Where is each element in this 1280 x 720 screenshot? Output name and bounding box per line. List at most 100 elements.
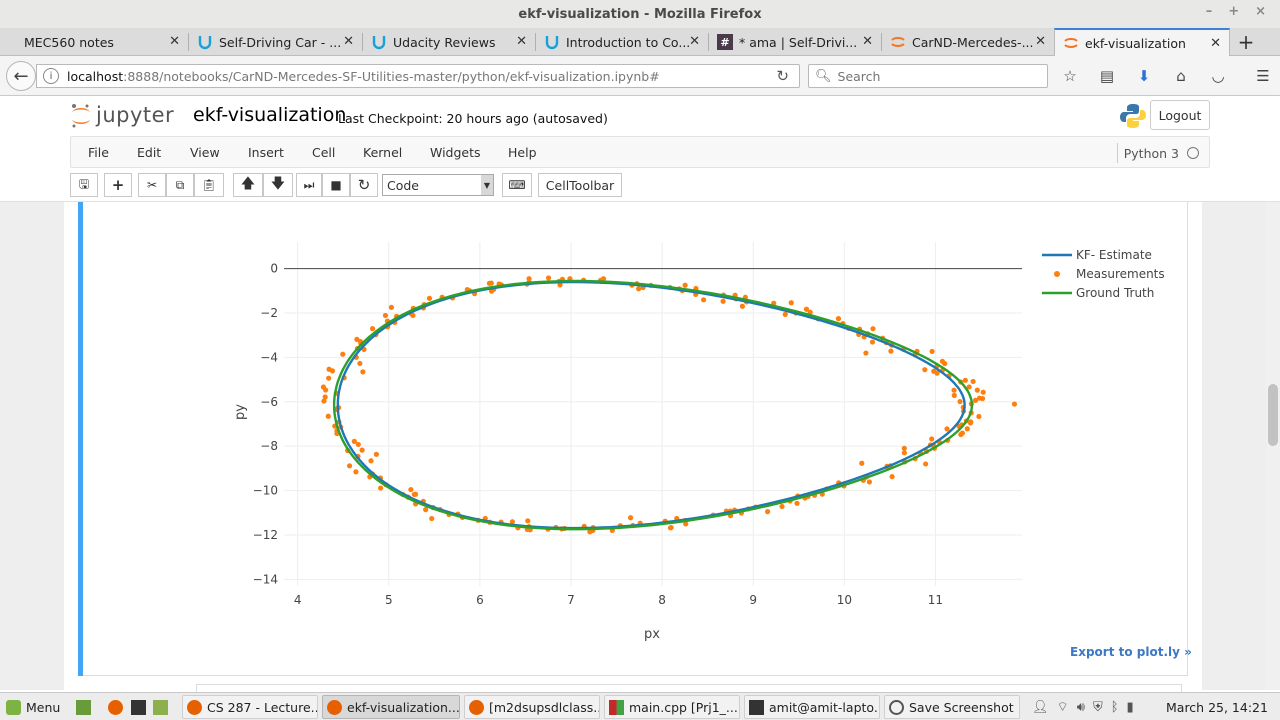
- maximize-icon[interactable]: +: [1228, 4, 1240, 19]
- taskbar-item-ekf-visualization[interactable]: ekf-visualization...: [322, 695, 460, 719]
- restart-button[interactable]: ↻: [350, 173, 378, 197]
- menu-view[interactable]: View: [190, 145, 220, 160]
- taskbar-item-m2dsupsdlclass[interactable]: [m2dsupsdlclass...: [464, 695, 600, 719]
- back-button[interactable]: ←: [6, 61, 36, 91]
- library-icon[interactable]: ▤: [1099, 67, 1115, 85]
- terminal-launcher[interactable]: [131, 695, 151, 719]
- bluetooth-icon[interactable]: ᛒ: [1110, 699, 1119, 715]
- tab-close-icon[interactable]: ✕: [862, 34, 873, 49]
- measurement-point: [382, 312, 389, 319]
- insert-cell-button[interactable]: +: [104, 173, 132, 197]
- tab-udacity-reviews[interactable]: Udacity Reviews ✕: [363, 28, 535, 56]
- search-input[interactable]: [837, 68, 1038, 84]
- celltoolbar-button[interactable]: CellToolbar: [538, 173, 622, 197]
- info-icon[interactable]: i: [43, 68, 59, 84]
- copy-icon: ⧉: [175, 177, 185, 192]
- tab-close-icon[interactable]: ✕: [689, 34, 700, 49]
- measurement-point: [803, 306, 810, 312]
- cell-output-area: [83, 202, 1188, 676]
- measurement-point: [426, 295, 433, 301]
- new-tab-button[interactable]: +: [1237, 30, 1255, 54]
- tab-introduction[interactable]: Introduction to Co... ✕: [536, 28, 708, 56]
- show-desktop-button[interactable]: [76, 695, 96, 719]
- home-icon[interactable]: ⌂: [1176, 67, 1186, 85]
- measurement-point: [972, 397, 979, 403]
- measurement-point: [720, 298, 726, 304]
- wifi-icon[interactable]: ⌔: [1056, 700, 1069, 715]
- tab-close-icon[interactable]: ✕: [516, 34, 527, 49]
- scrollbar-thumb[interactable]: [1268, 384, 1278, 446]
- close-icon[interactable]: ×: [1255, 4, 1266, 19]
- python-logo-icon: [1120, 104, 1146, 128]
- reload-icon[interactable]: ↻: [776, 67, 789, 85]
- x-tick-label: 10: [837, 593, 852, 607]
- tab-close-icon[interactable]: ✕: [1210, 36, 1221, 51]
- bookmark-star-icon[interactable]: ☆: [1063, 67, 1077, 85]
- tab-close-icon[interactable]: ✕: [169, 34, 180, 49]
- export-to-plotly-link[interactable]: Export to plot.ly »: [1070, 645, 1192, 659]
- cell-type-select[interactable]: Code ▼: [382, 174, 494, 196]
- jupyter-logo[interactable]: jupyter: [70, 102, 174, 128]
- taskbar-item-save-screenshot[interactable]: Save Screenshot: [884, 695, 1020, 719]
- tab-ekf-visualization[interactable]: ekf-visualization ✕: [1054, 28, 1230, 56]
- save-button[interactable]: 🖫︎: [70, 173, 98, 197]
- tab-slack-ama[interactable]: # * ama | Self-Drivi... ✕: [709, 28, 881, 56]
- menu-insert[interactable]: Insert: [248, 145, 284, 160]
- pocket-icon[interactable]: ◡: [1211, 67, 1225, 85]
- search-bar[interactable]: 🔍︎: [808, 64, 1048, 88]
- tab-label: * ama | Self-Drivi...: [739, 34, 858, 50]
- minimize-icon[interactable]: –: [1205, 4, 1213, 19]
- tab-carnd-mercedes[interactable]: CarND-Mercedes-... ✕: [882, 28, 1054, 56]
- files-launcher[interactable]: [153, 695, 173, 719]
- measurement-point: [959, 430, 965, 436]
- command-palette-button[interactable]: ⌨: [502, 173, 532, 197]
- taskbar-item-terminal[interactable]: amit@amit-lapto...: [744, 695, 880, 719]
- taskbar-item-cs287[interactable]: CS 287 - Lecture...: [182, 695, 318, 719]
- download-icon[interactable]: ⬇: [1137, 67, 1151, 85]
- camera-icon: [889, 699, 904, 715]
- user-icon[interactable]: 👤︎: [1032, 699, 1049, 715]
- move-down-button[interactable]: 🡇: [263, 173, 293, 197]
- taskbar-item-main-cpp[interactable]: main.cpp [Prj1_...: [604, 695, 740, 719]
- interrupt-button[interactable]: ■: [322, 173, 350, 197]
- measurement-point: [951, 387, 957, 393]
- measurement-point: [509, 519, 516, 525]
- logout-button[interactable]: Logout: [1150, 100, 1210, 130]
- system-tray: 👤︎ ⌔ 🔊︎ ⛨ ᛒ ▮: [1032, 695, 1134, 719]
- move-up-button[interactable]: 🡅: [233, 173, 263, 197]
- x-tick-label: 5: [385, 593, 393, 607]
- jupyter-wordmark: jupyter: [96, 103, 175, 127]
- menu-edit[interactable]: Edit: [137, 145, 162, 160]
- menu-kernel[interactable]: Kernel: [363, 145, 403, 160]
- tab-close-icon[interactable]: ✕: [1035, 34, 1046, 49]
- menu-widgets[interactable]: Widgets: [430, 145, 481, 160]
- plot-legend[interactable]: KF- Estimate Measurements Ground Truth: [1042, 248, 1165, 300]
- tab-close-icon[interactable]: ✕: [343, 34, 354, 49]
- copy-button[interactable]: ⧉: [166, 173, 194, 197]
- measurement-point: [835, 316, 842, 322]
- shield-icon[interactable]: ⛨: [1092, 699, 1103, 715]
- volume-icon[interactable]: 🔊︎: [1076, 699, 1085, 715]
- ekf-plot[interactable]: 4 5 6 7 8 9 10 11 0 −2 −4 −6 −8 −10 −12 −14 KF- Estimat…: [84, 206, 1184, 676]
- udacity-icon: [544, 34, 560, 50]
- firefox-icon: [327, 699, 342, 715]
- tab-self-driving-car[interactable]: Self-Driving Car - ... ✕: [189, 28, 362, 56]
- firefox-launcher[interactable]: [108, 695, 128, 719]
- url-bar[interactable]: i localhost:8888/notebooks/CarND-Mercede…: [36, 64, 800, 88]
- measurement-point: [526, 276, 532, 282]
- notebook-title[interactable]: ekf-visualization: [193, 104, 347, 126]
- hamburger-menu-icon[interactable]: ☰: [1256, 67, 1270, 85]
- paste-button[interactable]: 📋︎: [194, 173, 224, 197]
- scrollbar-track[interactable]: [1266, 202, 1280, 690]
- menu-file[interactable]: File: [88, 145, 109, 160]
- menu-help[interactable]: Help: [508, 145, 537, 160]
- tab-mec560-notes[interactable]: MEC560 notes ✕: [0, 28, 188, 56]
- start-menu-button[interactable]: Menu: [6, 695, 60, 719]
- menu-cell[interactable]: Cell: [312, 145, 336, 160]
- cut-button[interactable]: ✂: [138, 173, 166, 197]
- run-button[interactable]: ⏭︎: [296, 173, 322, 197]
- next-cell[interactable]: [196, 684, 1182, 692]
- udacity-icon: [197, 34, 213, 50]
- battery-icon[interactable]: ▮: [1126, 699, 1134, 715]
- tab-label: Self-Driving Car - ...: [219, 34, 342, 50]
